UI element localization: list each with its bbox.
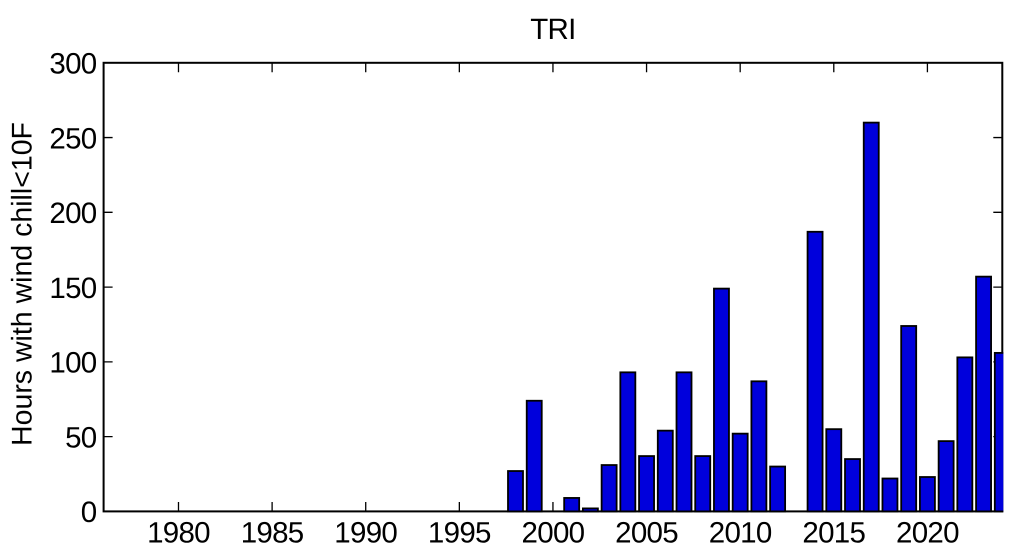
svg-text:1995: 1995 — [428, 517, 491, 546]
svg-text:300: 300 — [49, 48, 96, 81]
svg-text:2000: 2000 — [522, 517, 585, 546]
svg-text:0: 0 — [81, 496, 97, 529]
svg-text:200: 200 — [49, 197, 96, 230]
svg-text:2020: 2020 — [896, 517, 959, 546]
svg-text:2015: 2015 — [802, 517, 865, 546]
svg-text:TRI: TRI — [530, 13, 575, 46]
svg-text:1985: 1985 — [241, 517, 304, 546]
svg-text:1980: 1980 — [147, 517, 210, 546]
svg-text:Hours with wind chill<10F: Hours with wind chill<10F — [7, 122, 39, 446]
svg-text:2005: 2005 — [615, 517, 678, 546]
svg-text:50: 50 — [65, 421, 97, 454]
svg-text:1990: 1990 — [334, 517, 397, 546]
svg-text:150: 150 — [49, 272, 96, 305]
svg-text:100: 100 — [49, 347, 96, 380]
svg-text:2010: 2010 — [709, 517, 772, 546]
svg-text:250: 250 — [49, 122, 96, 155]
